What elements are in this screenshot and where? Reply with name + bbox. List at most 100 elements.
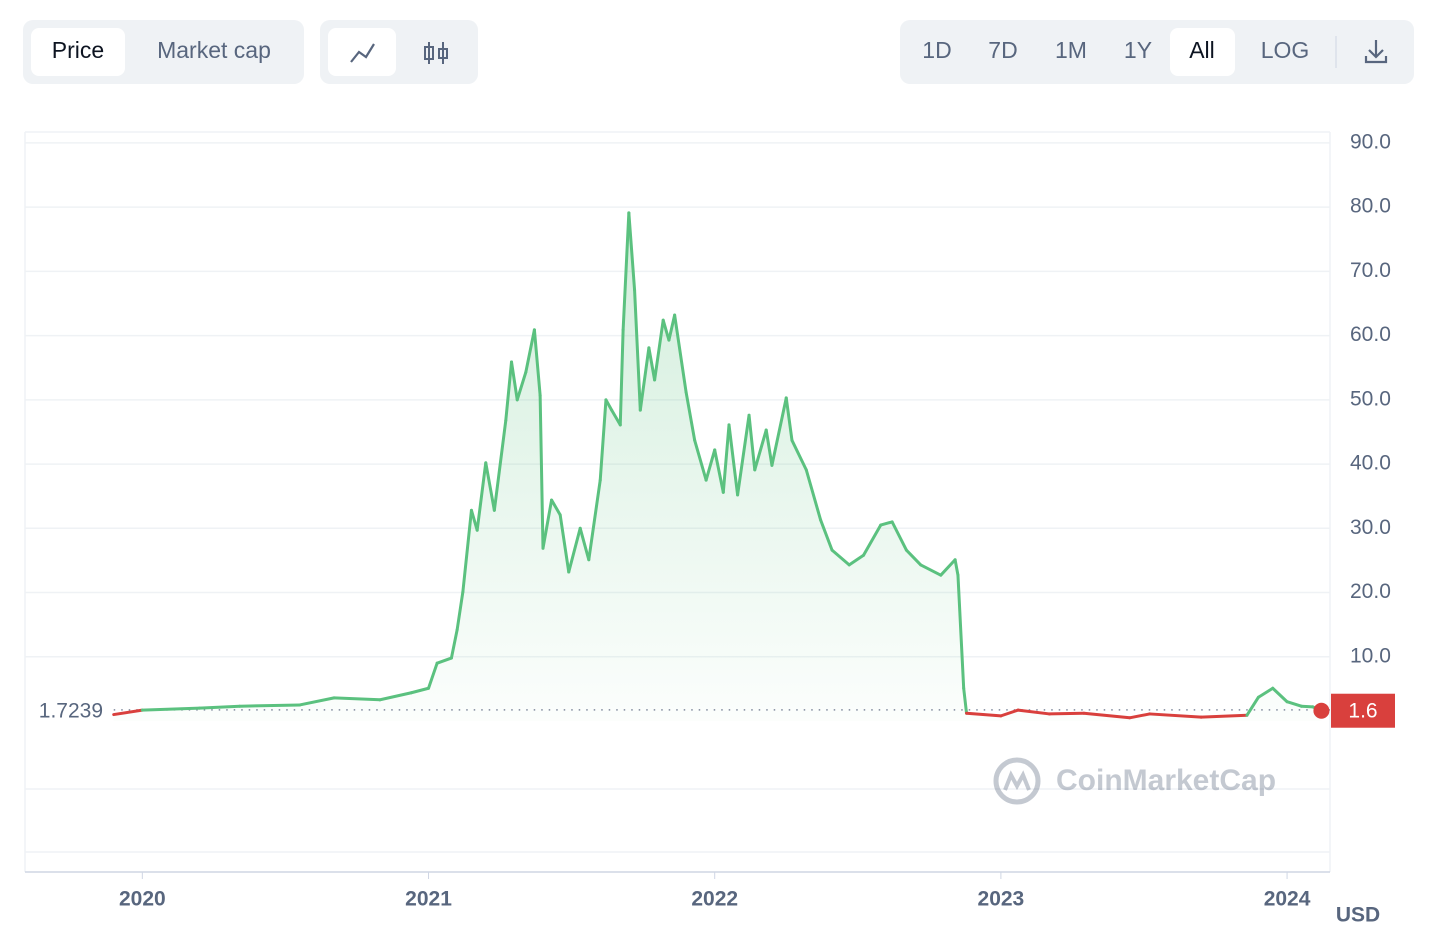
y-tick-label: 60.0 <box>1350 323 1391 346</box>
price-segment <box>939 558 957 577</box>
y-tick-label: 90.0 <box>1350 130 1391 153</box>
y-tick-label: 10.0 <box>1350 644 1391 667</box>
y-tick-label: 70.0 <box>1350 259 1391 282</box>
price-segment <box>298 696 336 707</box>
price-segment <box>704 448 717 482</box>
range-toggle <box>900 20 1414 84</box>
price-segment <box>541 498 554 550</box>
price-segment <box>427 661 439 690</box>
price-segment <box>578 526 591 562</box>
y-tick-label: 30.0 <box>1350 516 1391 539</box>
price-segment <box>567 526 582 574</box>
log-toggle[interactable]: LOG <box>1261 37 1310 63</box>
market-cap-tab[interactable]: Market cap <box>157 37 271 63</box>
price-segment <box>455 590 465 632</box>
price-segment <box>753 428 768 472</box>
price-segment <box>1245 695 1260 717</box>
y-tick-label: 40.0 <box>1350 452 1391 475</box>
price-segment <box>661 318 671 342</box>
price-segment <box>747 413 757 472</box>
download-icon[interactable] <box>1364 40 1388 64</box>
price-segment <box>830 548 851 567</box>
price-segment <box>618 328 625 427</box>
price-segment <box>956 573 966 690</box>
range-all[interactable]: All <box>1189 37 1215 63</box>
price-segment <box>667 313 677 342</box>
price-segment <box>1285 700 1303 708</box>
last-point <box>1313 702 1330 719</box>
price-segment <box>515 370 528 402</box>
price-segment <box>475 461 488 532</box>
price-segment <box>953 558 960 577</box>
price-segment <box>965 711 1003 718</box>
currency-label: USD <box>1336 904 1380 927</box>
price-segment <box>764 428 774 467</box>
price-segment <box>879 520 894 527</box>
range-1m[interactable]: 1M <box>1055 37 1087 63</box>
range-1y[interactable]: 1Y <box>1124 37 1152 63</box>
line-icon <box>350 43 375 63</box>
price-segment <box>673 313 688 394</box>
price-segment <box>435 656 453 665</box>
y-tick-label: 50.0 <box>1350 387 1391 410</box>
active-range[interactable] <box>1170 28 1235 76</box>
price-segment <box>847 553 866 567</box>
price-segment <box>633 288 642 412</box>
plot-frame <box>24 131 1331 873</box>
price-segment <box>770 396 788 467</box>
price-segment <box>621 211 631 332</box>
price-segment <box>504 360 514 422</box>
price-segment <box>332 696 382 702</box>
line-button[interactable] <box>328 28 396 76</box>
watermark-logo <box>993 757 1041 805</box>
price-segment <box>727 423 740 497</box>
price-segment <box>1016 708 1052 716</box>
price-segment <box>721 423 731 494</box>
price-segment <box>1148 712 1203 719</box>
price-segment <box>784 396 794 442</box>
price-segment <box>804 468 823 522</box>
price-tab[interactable]: Price <box>52 37 104 63</box>
price-segment <box>1048 711 1086 716</box>
x-tick-label: 2023 <box>978 888 1025 911</box>
price-segment <box>862 523 883 557</box>
price-segment <box>558 513 571 574</box>
active-tab[interactable] <box>31 28 125 76</box>
price-segment <box>378 691 413 702</box>
price-segment <box>1082 711 1132 720</box>
y-tick-label: 80.0 <box>1350 195 1391 218</box>
price-segment <box>1128 712 1152 720</box>
reference-label: 1.7239 <box>39 699 103 722</box>
price-badge <box>1331 693 1395 728</box>
price-segment <box>461 508 473 594</box>
current-price: 1.6 <box>1348 699 1377 722</box>
price-segment <box>492 418 508 512</box>
price-segment <box>238 703 302 708</box>
price-segment <box>140 706 202 712</box>
price-segment <box>598 398 608 482</box>
price-segment <box>587 478 602 562</box>
price-segment <box>890 520 908 552</box>
price-segment <box>532 328 542 397</box>
price-segment <box>647 346 657 382</box>
candle-icon[interactable] <box>424 42 448 64</box>
price-segment <box>198 704 242 710</box>
x-tick-label: 2021 <box>405 888 452 911</box>
price-segment <box>510 360 519 402</box>
price-segment <box>684 390 697 442</box>
price-segment <box>653 318 665 382</box>
price-segment <box>409 686 431 695</box>
x-tick-label: 2022 <box>691 888 738 911</box>
y-tick-label: 20.0 <box>1350 580 1391 603</box>
range-7d[interactable]: 7D <box>988 37 1017 63</box>
x-tick-label: 2024 <box>1264 888 1311 911</box>
price-segment <box>962 686 969 715</box>
price-segment <box>1199 713 1249 719</box>
price-segment <box>919 563 943 577</box>
range-1d[interactable]: 1D <box>922 37 951 63</box>
price-segment <box>1299 704 1315 709</box>
price-segment <box>524 328 536 374</box>
price-segment <box>627 211 637 292</box>
